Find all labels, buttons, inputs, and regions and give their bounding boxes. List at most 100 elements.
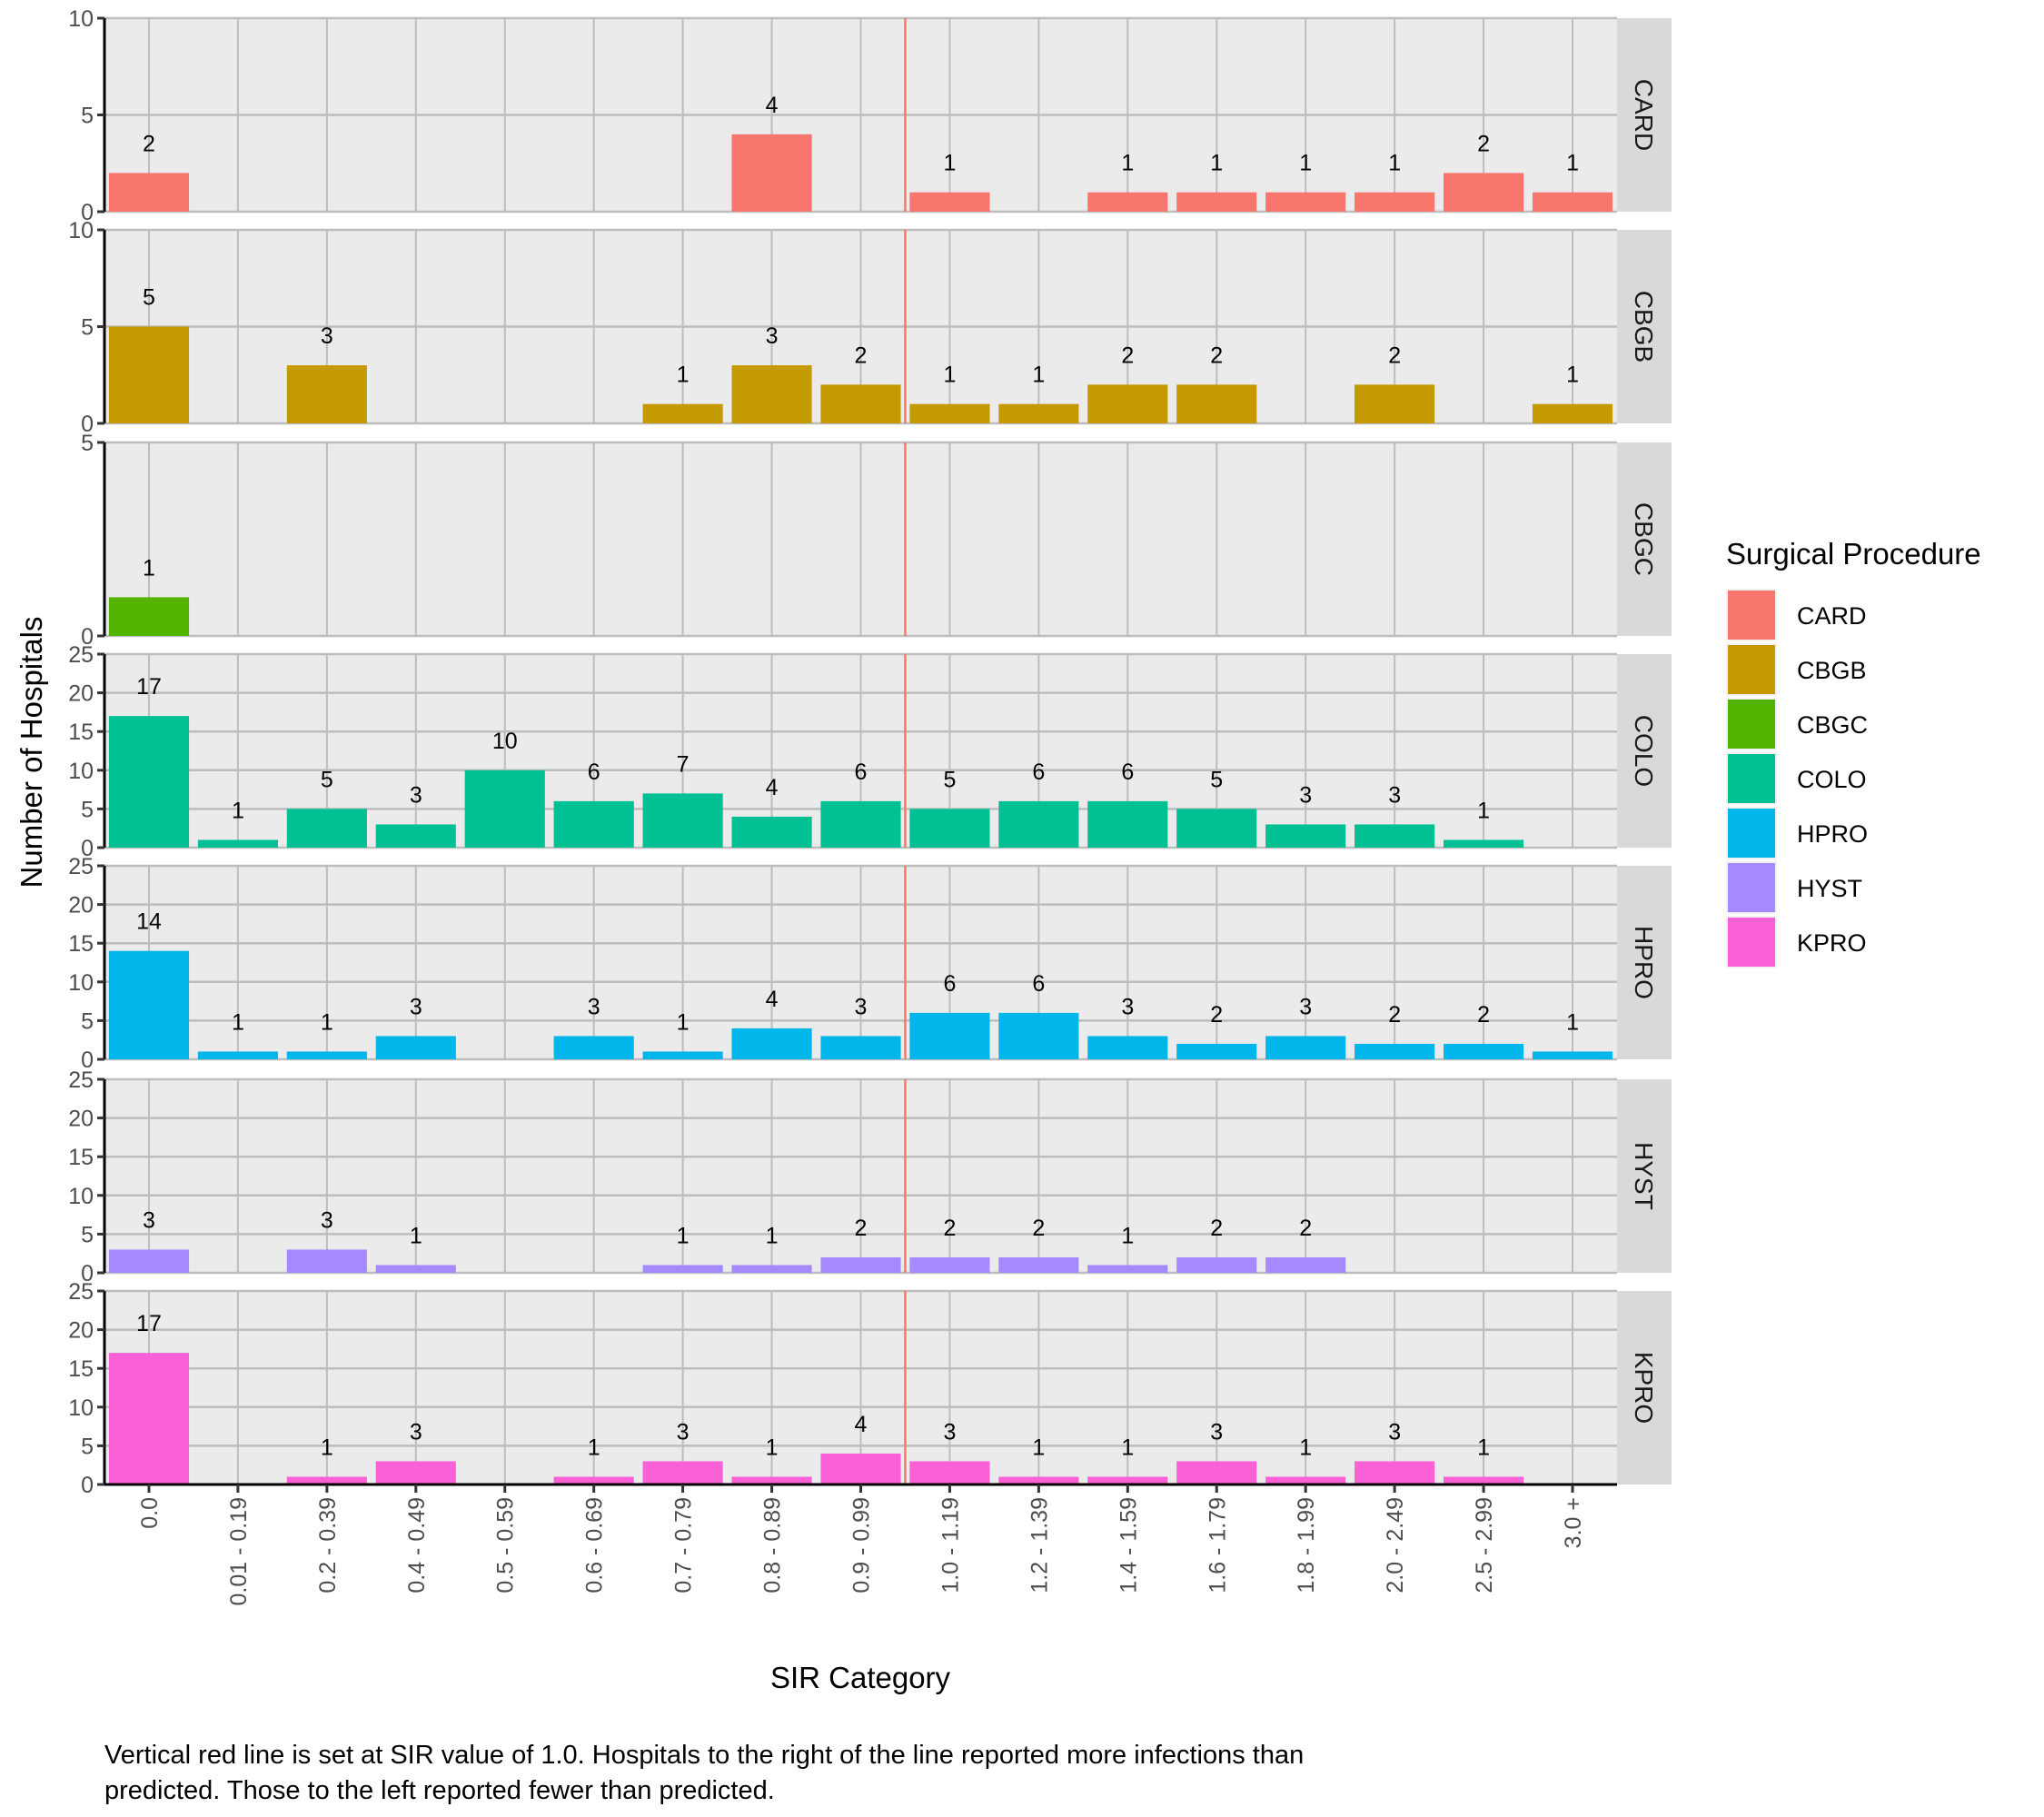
bar (820, 384, 901, 423)
y-tick-label: 0 (81, 1261, 94, 1286)
bar-value-label: 3 (766, 323, 779, 349)
bar (108, 950, 190, 1059)
bar-value-label: 3 (1388, 782, 1401, 808)
bar-value-label: 6 (1032, 971, 1045, 997)
x-tick-label: 3.0 + (1561, 1497, 1586, 1548)
bar-value-label: 6 (588, 760, 600, 785)
bar-value-label: 3 (1299, 782, 1312, 808)
bar-value-label: 1 (1566, 362, 1579, 388)
bar-value-label: 1 (677, 362, 690, 388)
bar-value-label: 1 (943, 151, 956, 176)
bar (1087, 1036, 1168, 1059)
bar (642, 1051, 723, 1059)
bar (108, 1249, 190, 1273)
facet-strip-label: COLO (1630, 715, 1658, 787)
bar-value-label: 1 (1299, 1435, 1312, 1460)
y-tick-label: 20 (68, 681, 94, 707)
x-tick-label: 0.8 - 0.89 (760, 1497, 786, 1594)
bar-value-label: 3 (1210, 1419, 1223, 1445)
bar-value-label: 2 (1032, 1216, 1045, 1241)
legend-item-cbgb: CBGB (1726, 643, 1867, 696)
bar-value-label: 1 (1566, 151, 1579, 176)
y-tick-label: 10 (68, 759, 94, 784)
bar (108, 326, 190, 423)
bar (642, 1461, 723, 1484)
bar-value-label: 3 (943, 1419, 956, 1445)
bar (731, 1265, 812, 1273)
bar-value-label: 3 (1299, 994, 1312, 1019)
bar (909, 1461, 990, 1484)
bar-value-label: 3 (410, 994, 422, 1019)
bar (108, 716, 190, 848)
bar (1444, 173, 1524, 212)
bar (286, 1051, 367, 1059)
bar (1265, 1036, 1346, 1059)
bar (1354, 192, 1435, 212)
legend-title: Surgical Procedure (1726, 537, 1981, 571)
y-tick-label: 5 (81, 315, 94, 341)
facet-strip (1617, 18, 1672, 212)
bar-value-label: 3 (321, 1207, 333, 1233)
bar-value-label: 2 (1299, 1216, 1312, 1241)
bar-value-label: 1 (321, 1009, 333, 1035)
bar-value-label: 7 (677, 751, 690, 777)
caption-line-1: Vertical red line is set at SIR value of… (104, 1741, 1304, 1770)
bar-value-label: 4 (766, 775, 779, 800)
bar-value-label: 1 (1477, 1435, 1490, 1460)
bar (286, 365, 367, 423)
y-tick-label: 5 (81, 1222, 94, 1247)
bar-value-label: 6 (1032, 760, 1045, 785)
x-tick-label: 1.2 - 1.39 (1027, 1497, 1052, 1594)
bar-value-label: 6 (855, 760, 868, 785)
bar (731, 1028, 812, 1059)
bar-value-label: 5 (1210, 767, 1223, 792)
bar-value-label: 6 (943, 971, 956, 997)
legend-item-hpro: HPRO (1726, 807, 1868, 859)
x-tick-label: 0.0 (137, 1497, 163, 1529)
bar-value-label: 5 (943, 767, 956, 792)
facet-strip-label: HPRO (1630, 926, 1658, 999)
bar-value-label: 2 (1210, 343, 1223, 368)
bar (1265, 192, 1346, 212)
facet-strip (1617, 866, 1672, 1059)
bar-value-label: 4 (766, 987, 779, 1012)
caption: Vertical red line is set at SIR value of… (104, 1741, 1304, 1805)
x-axis-title: SIR Category (770, 1661, 951, 1694)
bar-value-label: 2 (943, 1216, 956, 1241)
bar (286, 1249, 367, 1273)
facet-strip (1617, 1291, 1672, 1484)
bar (909, 1256, 990, 1273)
bar (1087, 192, 1168, 212)
y-tick-label: 10 (68, 970, 94, 996)
x-tick-label: 0.4 - 0.49 (404, 1497, 430, 1594)
bar-value-label: 2 (1210, 1002, 1223, 1028)
bar-value-label: 1 (232, 798, 244, 823)
bar-value-label: 3 (1121, 994, 1134, 1019)
bar (108, 173, 190, 212)
bar-value-label: 2 (1388, 343, 1401, 368)
bar (820, 800, 901, 848)
bar-value-label: 10 (492, 729, 518, 754)
bar-value-label: 2 (855, 1216, 868, 1241)
y-tick-label: 20 (68, 893, 94, 918)
x-tick-label: 0.6 - 0.69 (582, 1497, 608, 1594)
facet-strip-label: HYST (1630, 1142, 1658, 1210)
bar-value-label: 3 (143, 1207, 155, 1233)
bar (731, 1476, 812, 1484)
legend-label: CARD (1797, 602, 1867, 630)
legend-label: COLO (1797, 766, 1867, 793)
bar (731, 365, 812, 423)
bar (1087, 1476, 1168, 1484)
bar (553, 1476, 634, 1484)
facet-strip-label: CARD (1630, 79, 1658, 151)
bar-value-label: 3 (321, 323, 333, 349)
bar-value-label: 1 (766, 1223, 779, 1248)
y-tick-label: 5 (81, 104, 94, 129)
bar (1444, 1043, 1524, 1059)
bar (1532, 192, 1613, 212)
y-tick-label: 5 (81, 1008, 94, 1034)
